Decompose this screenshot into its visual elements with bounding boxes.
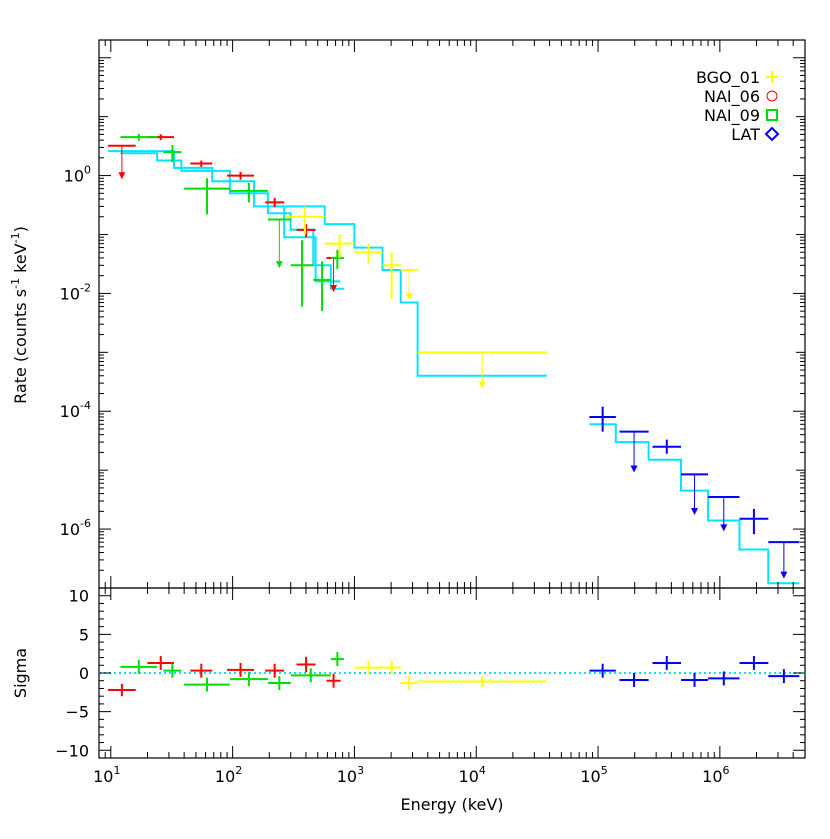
sigma-y-tick-label-4: −10 — [55, 741, 89, 760]
rate-y-tick-label-0: 100 — [64, 164, 91, 186]
x-tick-label-3: 104 — [459, 764, 486, 786]
sigma-y-tick-label-3: −5 — [65, 703, 89, 722]
x-tick-label-0: 101 — [93, 764, 120, 786]
rate-panel-frame — [98, 39, 806, 589]
x-tick-label-0-base: 10 — [93, 767, 113, 786]
legend-marker-lat — [764, 126, 780, 142]
x-tick-label-3-base: 10 — [459, 767, 479, 786]
legend-marker-nai_09 — [766, 109, 778, 121]
x-tick-label-2-base: 10 — [337, 767, 357, 786]
sigma-panel: 10 5 0 −5 −10 Sigma — [11, 587, 806, 760]
rate-nai_06-point-0-ul-arrow — [118, 172, 126, 180]
x-tick-label-1: 102 — [215, 764, 242, 786]
x-tick-label-1-exp: 2 — [235, 764, 242, 777]
legend-label-nai_06: NAI_06 — [704, 87, 760, 107]
x-tick-label-4-exp: 5 — [601, 764, 608, 777]
rate-bgo_01-point-5-ul-arrow — [478, 381, 486, 389]
rate-y-tick-label-1: 10-2 — [60, 281, 91, 303]
rate-model-steps — [108, 150, 800, 585]
legend-marker-bgo_01 — [766, 71, 778, 83]
model-step-0 — [108, 150, 341, 283]
sigma-data-points — [108, 652, 800, 697]
x-tick-label-3-exp: 4 — [479, 764, 486, 777]
energy-x-axis: 101 102 103 104 105 106 — [93, 40, 806, 786]
ylabel-sup2: -1 — [9, 232, 22, 243]
rate-y-tick-label-1-base: 10 — [60, 284, 80, 303]
sigma-y-tick-label-2: 0 — [79, 664, 89, 683]
rate-data-points — [108, 133, 800, 579]
rate-y-tick-label-1-exp: -2 — [80, 281, 91, 294]
rate-y-tick-label-2-base: 10 — [60, 402, 80, 421]
x-tick-label-5: 106 — [702, 764, 729, 786]
rate-bgo_01-point-4-ul-arrow — [405, 293, 413, 301]
x-tick-label-4: 105 — [580, 764, 607, 786]
rate-y-tick-label-0-exp: 0 — [84, 164, 91, 177]
ylabel-sup1: -1 — [9, 278, 22, 289]
rate-y-tick-label-3-exp: -6 — [80, 517, 91, 530]
rate-y-tick-label-2: 10-4 — [60, 399, 91, 421]
legend-label-bgo_01: BGO_01 — [696, 68, 760, 88]
rate-nai_09-point-4-ul-arrow — [275, 261, 283, 269]
rate-y-tick-label-2-exp: -4 — [80, 399, 91, 412]
ylabel-main: Rate (counts s — [11, 289, 30, 404]
rate-lat-point-3-ul-arrow — [691, 508, 699, 516]
rate-y-axis-label: Rate (counts s-1 keV-1) — [9, 226, 30, 404]
rate-y-tick-label-3: 10-6 — [60, 517, 91, 539]
energy-x-axis-label: Energy (keV) — [400, 795, 503, 814]
ylabel-mid: keV — [11, 243, 30, 278]
x-tick-label-2: 103 — [337, 764, 364, 786]
legend-marker-nai_06 — [766, 90, 778, 102]
rate-lat-point-1-ul-arrow — [630, 465, 638, 473]
sigma-y-tick-label-0: 10 — [69, 587, 89, 606]
x-tick-label-5-base: 10 — [702, 767, 722, 786]
x-tick-label-0-exp: 1 — [113, 764, 120, 777]
x-tick-label-4-base: 10 — [580, 767, 600, 786]
legend-label-lat: LAT — [731, 125, 760, 144]
ylabel-end: ) — [11, 226, 30, 232]
sigma-y-axis-label: Sigma — [11, 648, 30, 698]
model-step-1 — [120, 152, 344, 290]
sigma-y-tick-label-1: 5 — [79, 625, 89, 644]
legend-label-nai_09: NAI_09 — [704, 106, 760, 126]
rate-y-tick-label-3-base: 10 — [60, 520, 80, 539]
rate-y-tick-label-0-base: 10 — [64, 167, 84, 186]
sigma-y-axis: 10 5 0 −5 −10 — [55, 587, 805, 760]
x-tick-label-1-base: 10 — [215, 767, 235, 786]
rate-nai_06-point-6-ul-arrow — [330, 284, 338, 292]
rate-lat-point-4-ul-arrow — [720, 524, 728, 532]
x-tick-label-2-exp: 3 — [357, 764, 364, 777]
rate-lat-point-6-ul-arrow — [780, 571, 788, 579]
x-tick-label-5-exp: 6 — [723, 764, 730, 777]
model-step-2 — [285, 205, 547, 377]
